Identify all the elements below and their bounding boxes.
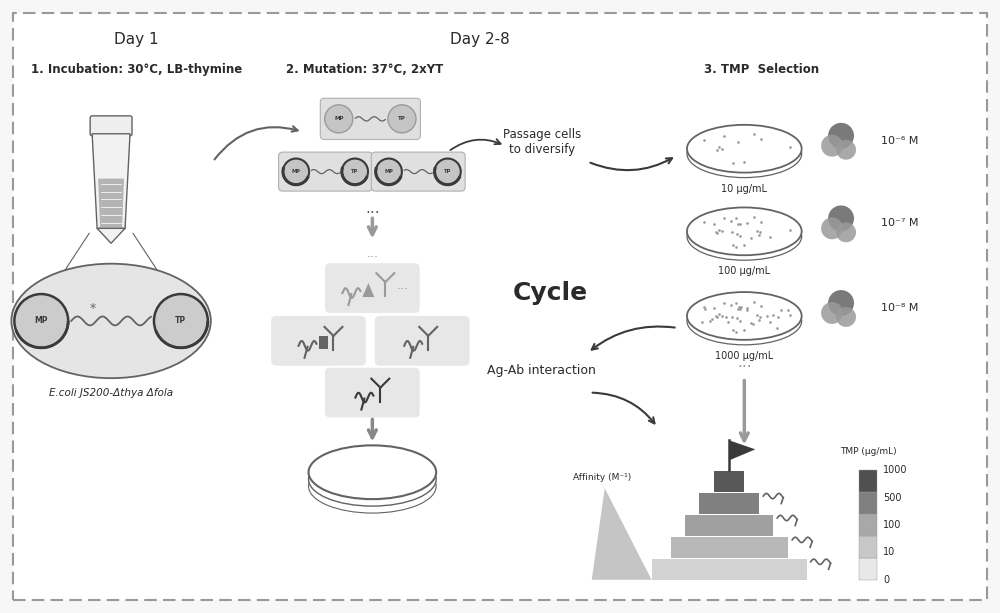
Text: 10⁻⁷ M: 10⁻⁷ M (881, 218, 918, 229)
FancyBboxPatch shape (325, 368, 420, 417)
FancyBboxPatch shape (271, 316, 366, 366)
Text: TMP (μg/mL): TMP (μg/mL) (840, 447, 896, 456)
Polygon shape (592, 488, 652, 580)
Ellipse shape (11, 264, 211, 378)
FancyBboxPatch shape (13, 13, 987, 600)
Polygon shape (98, 178, 124, 227)
Circle shape (325, 105, 353, 133)
Ellipse shape (687, 207, 802, 255)
Text: *: * (90, 302, 96, 315)
Text: 2. Mutation: 37°C, 2xYT: 2. Mutation: 37°C, 2xYT (286, 63, 443, 75)
Text: 10⁻⁶ M: 10⁻⁶ M (881, 135, 918, 146)
Circle shape (821, 135, 843, 157)
Bar (319, 336, 328, 349)
Bar (859, 536, 877, 558)
Text: 3. TMP  Selection: 3. TMP Selection (704, 63, 820, 75)
Text: 1. Incubation: 30°C, LB-thymine: 1. Incubation: 30°C, LB-thymine (31, 63, 243, 75)
Text: 10⁻⁸ M: 10⁻⁸ M (881, 303, 918, 313)
Text: 10 μg/mL: 10 μg/mL (721, 183, 767, 194)
Text: ...: ... (737, 356, 752, 370)
Bar (859, 492, 877, 514)
Circle shape (828, 123, 854, 149)
Circle shape (836, 223, 856, 242)
Text: TP: TP (175, 316, 186, 326)
Ellipse shape (687, 130, 802, 178)
Text: TP: TP (444, 169, 451, 174)
Bar (859, 558, 877, 580)
Ellipse shape (309, 459, 436, 513)
Circle shape (821, 218, 843, 239)
Ellipse shape (309, 446, 436, 499)
Text: 500: 500 (883, 493, 901, 503)
Circle shape (821, 302, 843, 324)
Text: Passage cells
to diversify: Passage cells to diversify (503, 128, 581, 156)
Bar (685, 515, 773, 536)
FancyBboxPatch shape (320, 98, 420, 140)
Polygon shape (92, 134, 130, 229)
Text: Affinity (M⁻¹): Affinity (M⁻¹) (573, 473, 631, 482)
Text: Cycle: Cycle (512, 281, 587, 305)
Circle shape (376, 159, 402, 185)
Circle shape (342, 159, 368, 185)
Circle shape (828, 290, 854, 316)
FancyBboxPatch shape (325, 263, 420, 313)
Text: MP: MP (384, 169, 393, 174)
Text: MP: MP (334, 116, 344, 121)
Bar (652, 558, 807, 580)
FancyBboxPatch shape (371, 152, 465, 191)
Text: ...: ... (396, 278, 408, 292)
Ellipse shape (687, 213, 802, 260)
Circle shape (836, 307, 856, 327)
Polygon shape (97, 229, 125, 243)
Circle shape (435, 159, 461, 185)
FancyBboxPatch shape (90, 116, 132, 135)
Polygon shape (729, 440, 755, 460)
Text: 1000: 1000 (883, 465, 907, 475)
Text: 10: 10 (883, 547, 895, 557)
Text: E.coli JS200-Δthya Δfola: E.coli JS200-Δthya Δfola (49, 387, 173, 398)
Text: 0: 0 (883, 575, 889, 585)
Text: 100: 100 (883, 520, 901, 530)
FancyBboxPatch shape (375, 316, 470, 366)
Ellipse shape (687, 292, 802, 340)
Bar (859, 514, 877, 536)
Text: Day 1: Day 1 (114, 32, 158, 47)
Text: Ag-Ab interaction: Ag-Ab interaction (487, 364, 596, 377)
Text: ...: ... (365, 201, 380, 216)
Text: TP: TP (398, 116, 406, 121)
Text: TP: TP (351, 169, 359, 174)
Bar (671, 537, 788, 558)
Circle shape (14, 294, 68, 348)
Text: MP: MP (292, 169, 300, 174)
FancyBboxPatch shape (279, 152, 372, 191)
Text: MP: MP (35, 316, 48, 326)
Text: Day 2-8: Day 2-8 (450, 32, 510, 47)
Bar (699, 493, 759, 514)
Circle shape (388, 105, 416, 133)
Ellipse shape (687, 125, 802, 173)
Text: 100 μg/mL: 100 μg/mL (718, 266, 770, 276)
Bar (714, 471, 744, 492)
Text: 1000 μg/mL: 1000 μg/mL (715, 351, 773, 361)
Circle shape (828, 205, 854, 231)
Ellipse shape (687, 297, 802, 345)
Circle shape (283, 159, 309, 185)
Bar (859, 470, 877, 492)
Circle shape (154, 294, 208, 348)
Text: ...: ... (366, 247, 378, 260)
Ellipse shape (309, 452, 436, 506)
Polygon shape (362, 283, 374, 297)
Circle shape (836, 140, 856, 159)
